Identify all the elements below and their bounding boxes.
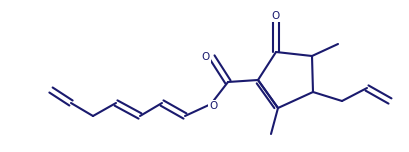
Text: O: O: [209, 101, 217, 111]
Text: O: O: [272, 11, 280, 21]
Text: O: O: [202, 52, 210, 62]
